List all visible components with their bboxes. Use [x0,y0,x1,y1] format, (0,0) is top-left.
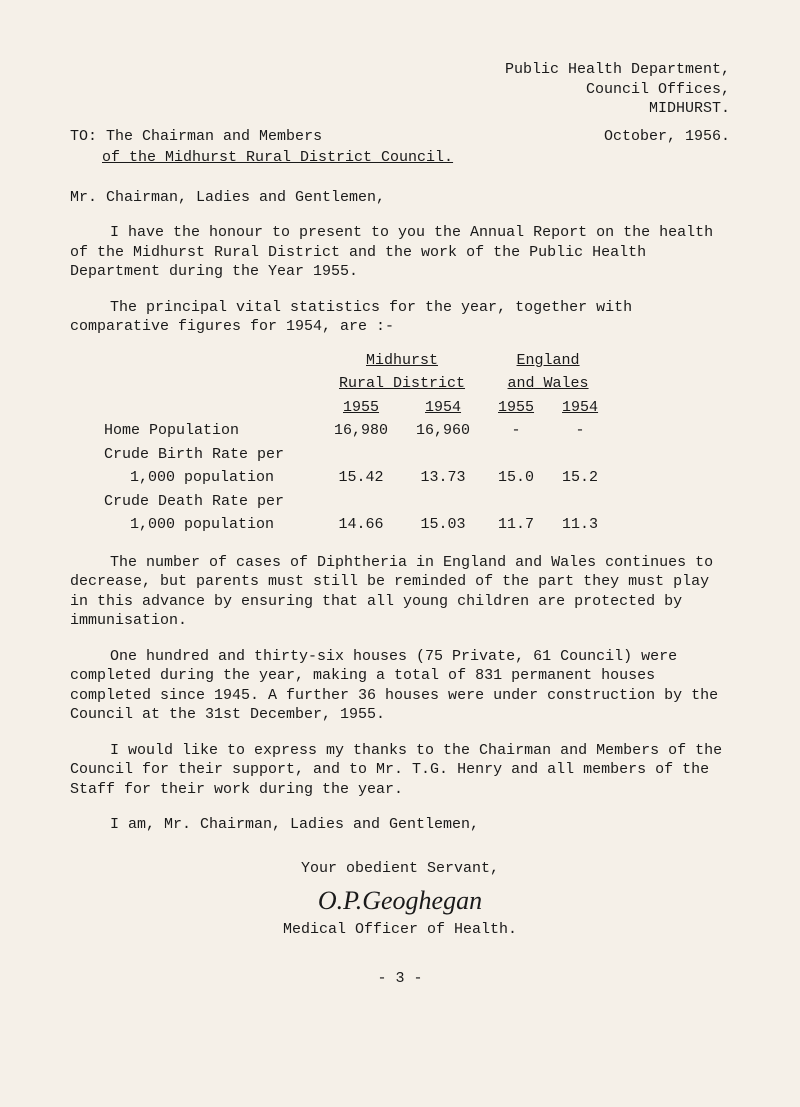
stats-table: Midhurst England Rural District and Wale… [90,349,612,537]
cell: 14.66 [320,513,402,537]
to-line-1: The Chairman and Members [106,128,322,145]
table-row: 1,000 population 15.42 13.73 15.0 15.2 [90,466,612,490]
row-label-2: 1,000 population [90,466,320,490]
cell: 13.73 [402,466,484,490]
year-1: 1955 [320,396,402,420]
year-4: 1954 [548,396,612,420]
paragraph-2: The principal vital statistics for the y… [70,298,730,337]
page-number: - 3 - [70,969,730,989]
row-label: Home Population [90,419,320,443]
row-label-1: Crude Death Rate per [90,490,320,514]
paragraph-3: The number of cases of Diphtheria in Eng… [70,553,730,631]
empty-cell [90,372,320,396]
closing-2: Your obedient Servant, [70,859,730,879]
cell: 11.7 [484,513,548,537]
closing-1: I am, Mr. Chairman, Ladies and Gentlemen… [70,815,730,835]
table-row: Crude Death Rate per [90,490,612,514]
empty-cell [484,443,548,467]
signature-block: Your obedient Servant, O.P.Geoghegan Med… [70,859,730,940]
cell: 16,980 [320,419,402,443]
paragraph-5: I would like to express my thanks to the… [70,741,730,800]
greeting: Mr. Chairman, Ladies and Gentlemen, [70,188,730,208]
empty-cell [320,490,402,514]
paragraph-4: One hundred and thirty-six houses (75 Pr… [70,647,730,725]
cell: - [484,419,548,443]
header-line-1: Public Health Department, [70,60,730,80]
header-line-2: Council Offices, [70,80,730,100]
addressee-row: TO: The Chairman and Members October, 19… [70,127,730,147]
empty-cell [548,443,612,467]
header-line-3: MIDHURST. [70,99,730,119]
cell: 15.42 [320,466,402,490]
cell: 16,960 [402,419,484,443]
row-label-1: Crude Birth Rate per [90,443,320,467]
col-group-1a: Midhurst [320,349,484,373]
col-group-2b: and Wales [484,372,612,396]
empty-cell [402,490,484,514]
signature-title: Medical Officer of Health. [70,920,730,940]
table-header-row-1: Midhurst England [90,349,612,373]
paragraph-1: I have the honour to present to you the … [70,223,730,282]
table-row: 1,000 population 14.66 15.03 11.7 11.3 [90,513,612,537]
table-row: Crude Birth Rate per [90,443,612,467]
empty-cell [548,490,612,514]
table-row: Home Population 16,980 16,960 - - [90,419,612,443]
to-line-2-text: of the Midhurst Rural District Council. [102,149,453,166]
cell: 11.3 [548,513,612,537]
row-label-2: 1,000 population [90,513,320,537]
header-block: Public Health Department, Council Office… [70,60,730,119]
col-group-2a: England [484,349,612,373]
to-line-2: of the Midhurst Rural District Council. [102,148,730,168]
to-prefix: TO: [70,128,97,145]
signature: O.P.Geoghegan [70,884,730,918]
cell: 15.03 [402,513,484,537]
letter-date: October, 1956. [604,127,730,147]
year-2: 1954 [402,396,484,420]
cell: - [548,419,612,443]
cell: 15.2 [548,466,612,490]
empty-cell [90,349,320,373]
empty-cell [320,443,402,467]
cell: 15.0 [484,466,548,490]
table-year-row: 1955 1954 1955 1954 [90,396,612,420]
empty-cell [484,490,548,514]
table-header-row-2: Rural District and Wales [90,372,612,396]
year-3: 1955 [484,396,548,420]
addressee-left: TO: The Chairman and Members [70,127,322,147]
empty-cell [402,443,484,467]
empty-cell [90,396,320,420]
col-group-1b: Rural District [320,372,484,396]
